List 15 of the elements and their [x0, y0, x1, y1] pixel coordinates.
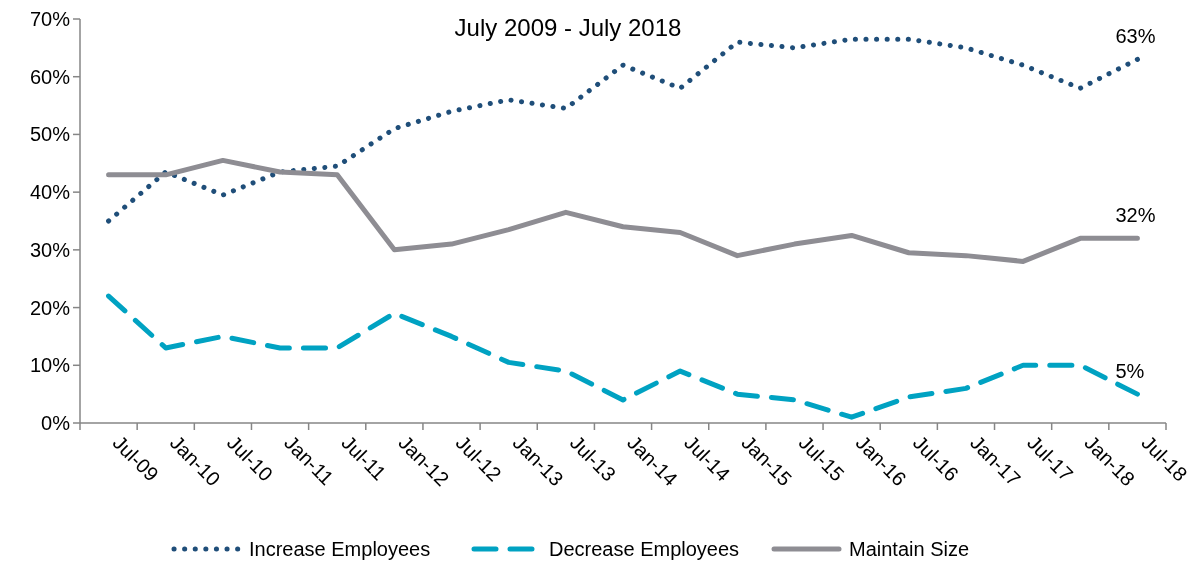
legend-label: Increase Employees	[249, 538, 431, 560]
chart-title: July 2009 - July 2018	[454, 14, 682, 41]
legend-label: Maintain Size	[849, 538, 970, 560]
y-tick-label: 40%	[29, 181, 71, 204]
y-tick-label: 10%	[29, 354, 71, 377]
y-tick-label: 0%	[41, 412, 71, 434]
y-tick-label: 70%	[29, 8, 71, 30]
y-tick-label: 50%	[29, 123, 71, 146]
data-label: 5%	[1115, 360, 1145, 383]
legend-label: Decrease Employees	[549, 538, 740, 560]
y-tick-label: 20%	[29, 296, 71, 319]
y-tick-label: 30%	[29, 238, 71, 261]
y-tick-label: 60%	[29, 65, 71, 88]
data-label: 32%	[1115, 204, 1156, 227]
data-label: 63%	[1115, 25, 1156, 48]
